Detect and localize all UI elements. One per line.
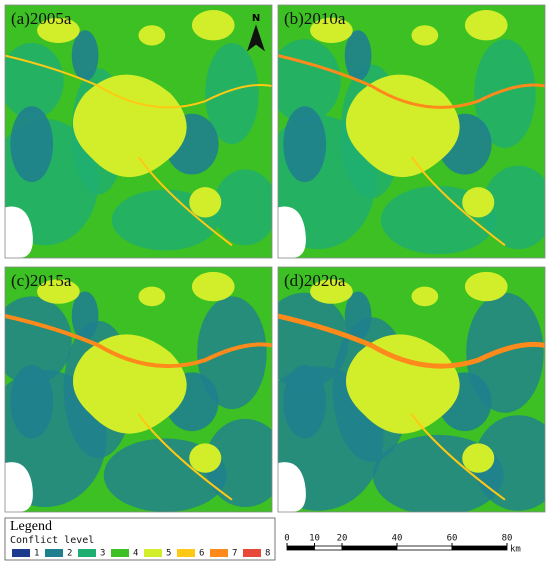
patch xyxy=(466,292,544,413)
river xyxy=(410,413,506,501)
patch xyxy=(278,292,349,389)
scale-unit: km xyxy=(510,545,521,555)
patch xyxy=(462,443,495,473)
patch xyxy=(464,271,508,302)
scale-segment xyxy=(286,545,315,551)
patch xyxy=(344,291,372,341)
patch xyxy=(37,279,80,304)
legend-swatch xyxy=(144,549,162,557)
lake xyxy=(5,206,33,258)
patch xyxy=(191,10,235,41)
panel-label: (d)2020a xyxy=(284,271,346,290)
patch xyxy=(37,17,80,43)
patch xyxy=(205,418,272,508)
legend-label: 1 xyxy=(34,549,39,559)
patch xyxy=(191,271,235,302)
scale-label: 80 xyxy=(502,534,513,544)
scale-label: 60 xyxy=(447,534,458,544)
legend-label: 4 xyxy=(133,549,138,559)
panel-frame xyxy=(4,4,273,259)
patch xyxy=(138,25,166,46)
patch xyxy=(474,415,545,511)
map-panel xyxy=(278,5,545,258)
patch xyxy=(310,279,353,304)
legend-swatch xyxy=(111,549,129,557)
patch xyxy=(464,10,508,41)
patch xyxy=(71,30,99,81)
scale-segment xyxy=(451,545,508,551)
patch xyxy=(205,42,259,145)
scale-label: 20 xyxy=(337,534,348,544)
patch xyxy=(462,187,495,218)
river xyxy=(278,54,545,109)
scale-label: 0 xyxy=(284,534,289,544)
scale-label: 40 xyxy=(392,534,403,544)
legend-swatch xyxy=(45,549,63,557)
patch xyxy=(138,286,166,307)
patch xyxy=(283,365,327,439)
patch xyxy=(310,17,353,43)
urban-area xyxy=(72,334,187,434)
legend-label: 5 xyxy=(166,549,171,559)
patch xyxy=(5,42,64,119)
urban-area xyxy=(72,74,187,178)
scale-label: 10 xyxy=(309,534,320,544)
river xyxy=(278,313,545,369)
legend-label: 2 xyxy=(67,549,72,559)
lake xyxy=(278,206,306,258)
patch xyxy=(474,39,536,148)
legend-subtitle: Conflict level xyxy=(10,535,94,546)
legend-label: 6 xyxy=(199,549,204,559)
patch xyxy=(283,106,327,183)
patch xyxy=(71,291,99,341)
river xyxy=(5,314,272,369)
panel-frame xyxy=(4,266,273,513)
patch xyxy=(10,365,54,439)
legend-swatch xyxy=(78,549,96,557)
patch xyxy=(197,296,267,410)
scale-segment xyxy=(341,545,398,551)
scale-segment xyxy=(396,545,453,551)
urban-area xyxy=(345,334,460,434)
lake xyxy=(5,462,33,512)
map-panel xyxy=(5,267,272,512)
legend-label: 8 xyxy=(265,549,270,559)
panel-label: (c)2015a xyxy=(11,271,72,290)
legend-title: Legend xyxy=(10,519,52,534)
map-panel xyxy=(278,267,545,512)
north-arrow xyxy=(247,24,265,52)
legend-swatch xyxy=(177,549,195,557)
patch xyxy=(10,106,54,183)
patch xyxy=(189,187,222,218)
panel-label: (a)2005a xyxy=(11,9,72,28)
river xyxy=(137,156,233,247)
legend-label: 7 xyxy=(232,549,237,559)
north-label: N xyxy=(252,13,260,24)
patch xyxy=(213,169,272,246)
panel-label: (b)2010a xyxy=(284,9,346,28)
map-panel xyxy=(5,5,272,258)
patch xyxy=(344,30,372,81)
panel-frame xyxy=(277,4,546,259)
river xyxy=(5,54,272,109)
lake xyxy=(278,462,306,512)
panel-frame xyxy=(277,266,546,513)
legend-swatch xyxy=(12,549,30,557)
legend-swatch xyxy=(210,549,228,557)
urban-area xyxy=(345,74,460,178)
scale-segment xyxy=(314,545,343,551)
patch xyxy=(411,25,439,46)
river xyxy=(137,413,233,501)
river xyxy=(410,156,506,247)
patch xyxy=(189,443,222,473)
patch xyxy=(411,286,439,307)
patch xyxy=(482,165,545,250)
legend-swatch xyxy=(243,549,261,557)
legend-label: 3 xyxy=(100,549,105,559)
